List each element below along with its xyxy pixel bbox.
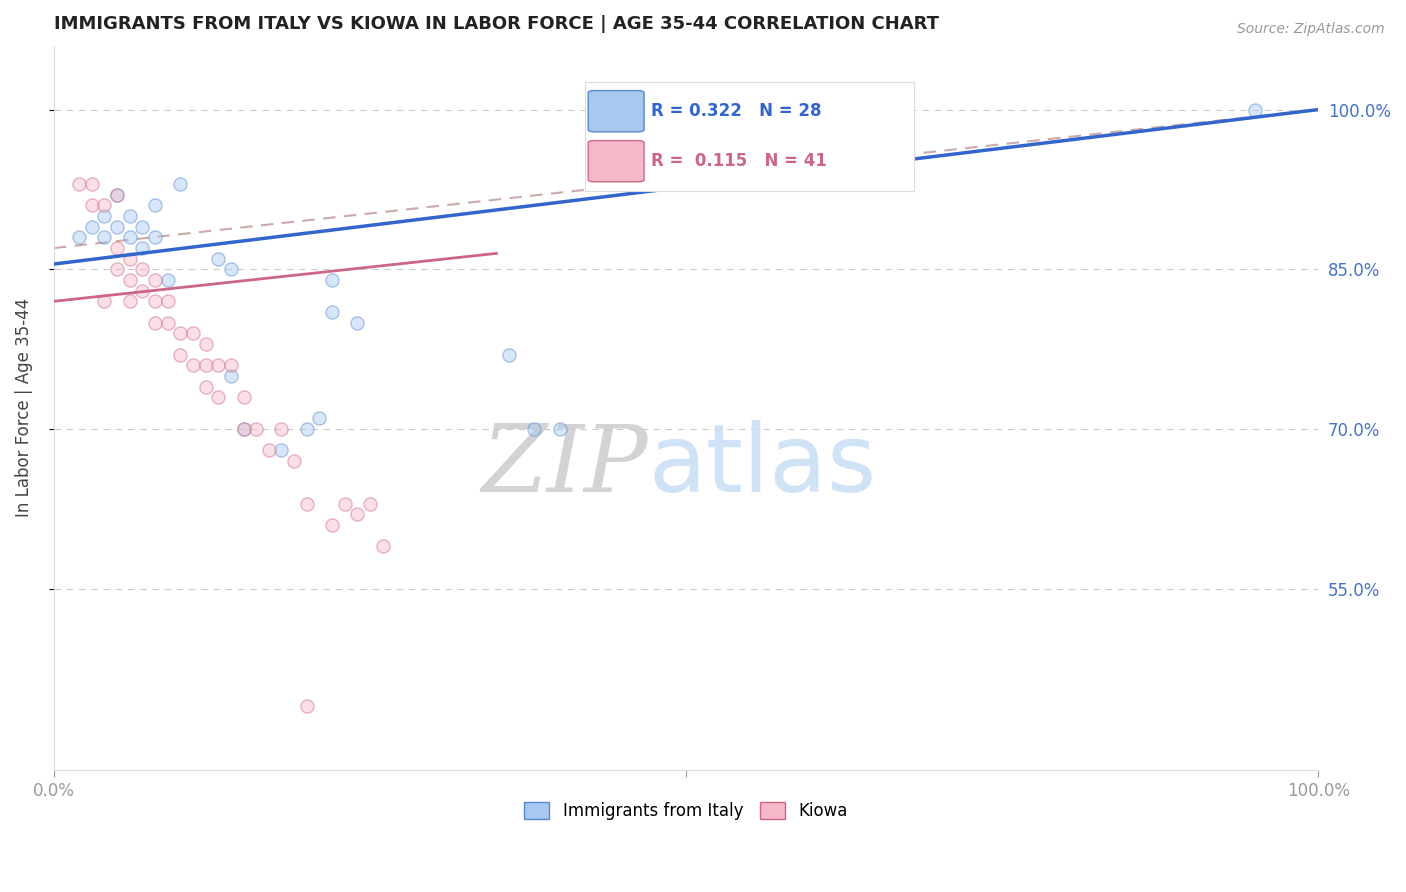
- Point: [67, 230, 90, 244]
- Point: [93, 294, 115, 309]
- Point: [232, 422, 254, 436]
- Point: [346, 508, 368, 522]
- Point: [80, 177, 103, 191]
- Point: [143, 294, 166, 309]
- Point: [143, 316, 166, 330]
- Point: [270, 443, 292, 458]
- Point: [207, 252, 229, 266]
- Text: Source: ZipAtlas.com: Source: ZipAtlas.com: [1237, 22, 1385, 37]
- Point: [498, 348, 520, 362]
- Point: [257, 443, 280, 458]
- Point: [93, 209, 115, 223]
- Point: [194, 379, 217, 393]
- Point: [105, 187, 128, 202]
- Point: [232, 390, 254, 404]
- Point: [80, 198, 103, 212]
- Point: [80, 219, 103, 234]
- Point: [548, 422, 571, 436]
- Point: [156, 316, 179, 330]
- Text: IMMIGRANTS FROM ITALY VS KIOWA IN LABOR FORCE | AGE 35-44 CORRELATION CHART: IMMIGRANTS FROM ITALY VS KIOWA IN LABOR …: [53, 15, 939, 33]
- Point: [194, 337, 217, 351]
- Point: [371, 539, 394, 553]
- Point: [143, 273, 166, 287]
- Point: [105, 262, 128, 277]
- Point: [118, 273, 141, 287]
- Point: [131, 241, 153, 255]
- Point: [219, 358, 242, 372]
- Point: [143, 230, 166, 244]
- Point: [143, 198, 166, 212]
- Point: [194, 358, 217, 372]
- Point: [105, 187, 128, 202]
- Point: [308, 411, 330, 425]
- Point: [93, 230, 115, 244]
- Point: [270, 422, 292, 436]
- Point: [169, 177, 191, 191]
- Point: [333, 497, 356, 511]
- Legend: Immigrants from Italy, Kiowa: Immigrants from Italy, Kiowa: [517, 796, 855, 827]
- Point: [131, 284, 153, 298]
- Point: [232, 422, 254, 436]
- Point: [321, 305, 343, 319]
- Point: [118, 230, 141, 244]
- Point: [118, 209, 141, 223]
- Point: [105, 241, 128, 255]
- Point: [295, 497, 318, 511]
- Text: atlas: atlas: [648, 420, 876, 512]
- Point: [346, 316, 368, 330]
- Point: [219, 262, 242, 277]
- Point: [207, 390, 229, 404]
- Point: [359, 497, 381, 511]
- Point: [156, 273, 179, 287]
- Point: [245, 422, 267, 436]
- Point: [169, 348, 191, 362]
- Point: [1244, 103, 1267, 117]
- Y-axis label: In Labor Force | Age 35-44: In Labor Force | Age 35-44: [15, 298, 32, 517]
- Point: [321, 518, 343, 533]
- Point: [105, 219, 128, 234]
- Point: [67, 177, 90, 191]
- Point: [93, 198, 115, 212]
- Point: [181, 358, 204, 372]
- Point: [295, 699, 318, 714]
- Point: [219, 368, 242, 383]
- Point: [283, 454, 305, 468]
- Point: [181, 326, 204, 341]
- Point: [131, 219, 153, 234]
- Point: [118, 252, 141, 266]
- Point: [131, 262, 153, 277]
- Point: [321, 273, 343, 287]
- Point: [169, 326, 191, 341]
- Point: [156, 294, 179, 309]
- Point: [523, 422, 546, 436]
- Point: [295, 422, 318, 436]
- Point: [118, 294, 141, 309]
- Point: [207, 358, 229, 372]
- Text: ZIP: ZIP: [481, 421, 648, 511]
